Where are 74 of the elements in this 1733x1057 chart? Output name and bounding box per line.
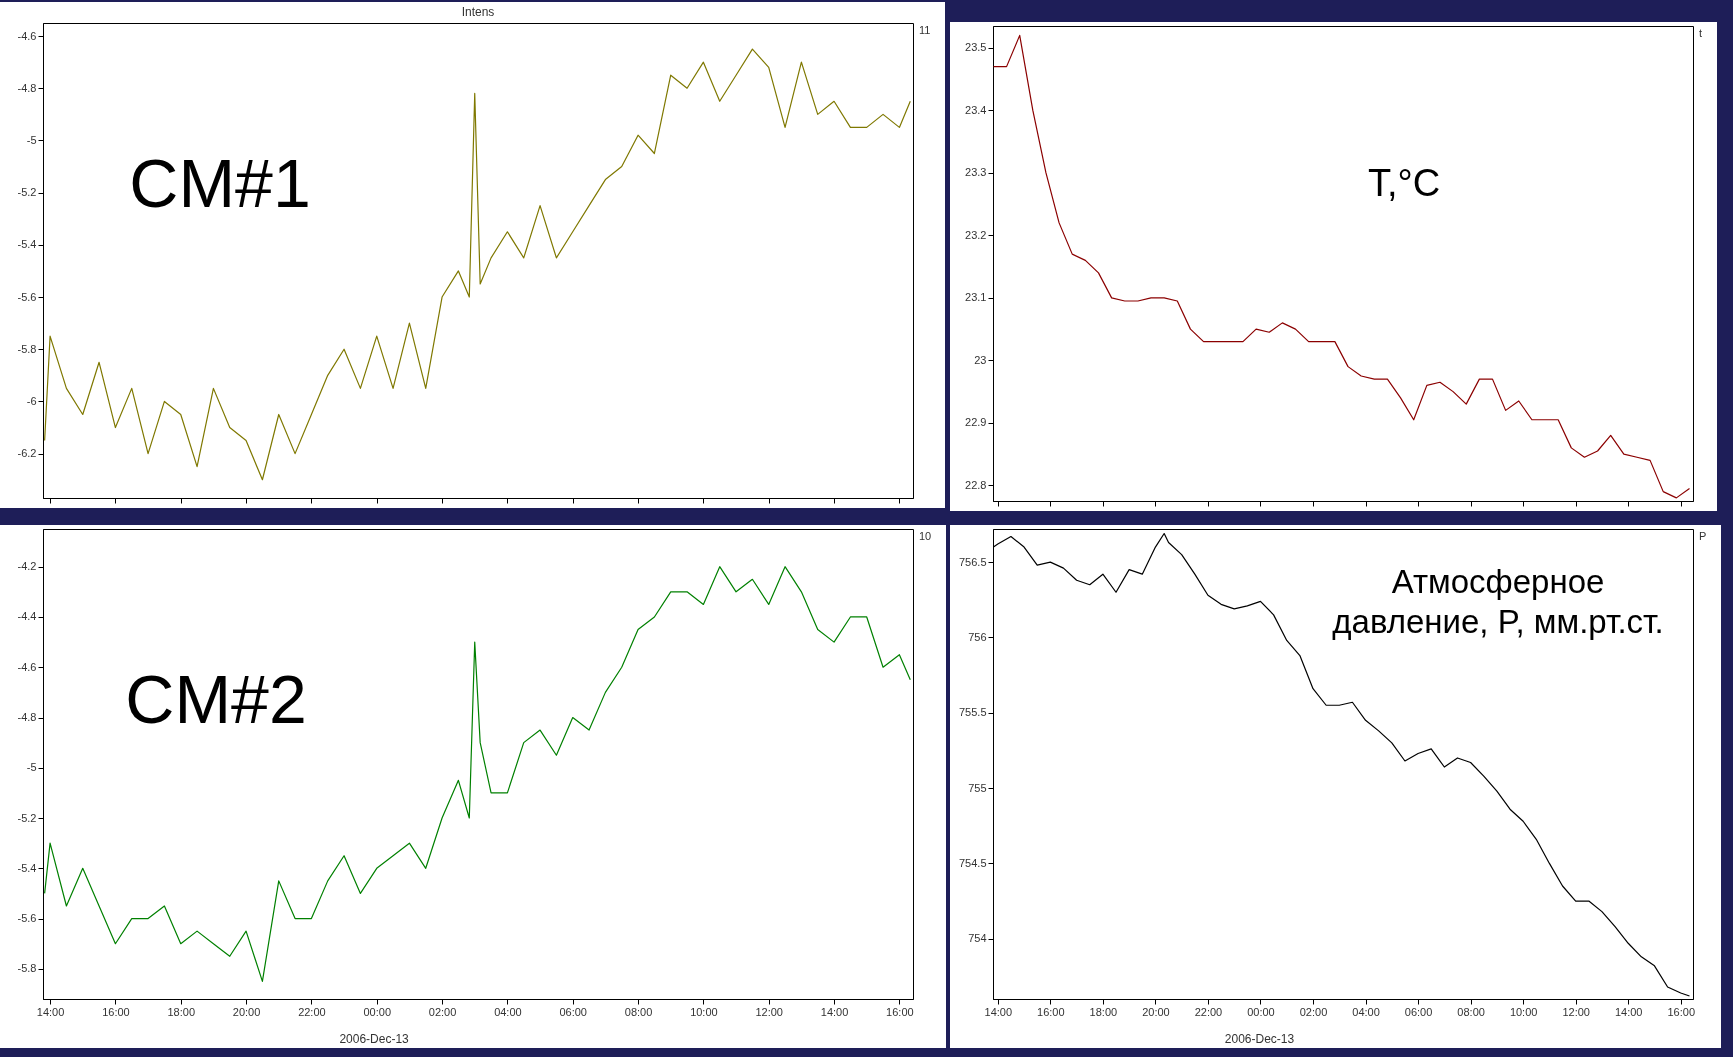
x-tick-label: 08:00: [1457, 1005, 1485, 1018]
annotation: CM#1: [129, 145, 311, 221]
text: 11: [919, 24, 931, 36]
x-tick-label: 22:00: [1194, 1005, 1223, 1018]
x-tick-label: 00:00: [1247, 1005, 1275, 1018]
y-tick-label: -5.8: [17, 342, 37, 355]
x-tick-label: 16:00: [1037, 1005, 1065, 1018]
x-tick-label: 02:00: [428, 1005, 457, 1018]
x-tick-label: 14:00: [1614, 1005, 1643, 1018]
y-tick-label: 23.2: [965, 228, 987, 241]
y-tick-label: -6.2: [17, 447, 37, 460]
x-tick-label: 14:00: [36, 1005, 65, 1018]
y-tick-label: -5.6: [17, 290, 37, 303]
y-tick-label: 22.8: [965, 478, 987, 491]
y-tick-label: -5: [26, 761, 37, 774]
y-tick-label: -5.6: [17, 912, 37, 925]
x-tick-label: 16:00: [886, 1005, 914, 1018]
line-series: [993, 532, 1691, 997]
x-tick-label: 16:00: [1667, 1005, 1696, 1018]
y-tick-label: -4.8: [17, 711, 37, 723]
x-tick-label: 04:00: [1352, 1005, 1380, 1018]
x-tick-label: 10:00: [690, 1005, 718, 1018]
y-tick-label: 22.9: [965, 416, 987, 429]
x-tick-label: 14:00: [820, 1005, 849, 1018]
x-tick-label: 18:00: [167, 1005, 196, 1018]
y-tick-label: -5.4: [17, 238, 37, 251]
x-tick-label: 18:00: [1089, 1005, 1118, 1018]
x-axis-title: 2006-Dec-13: [1224, 1031, 1295, 1046]
y-tick-label: 756.5: [958, 555, 987, 568]
y-tick-label: 23.3: [965, 166, 987, 179]
x-tick-label: 20:00: [232, 1005, 261, 1018]
y-tick-label: -4.6: [17, 660, 37, 673]
text: P: [1699, 530, 1707, 542]
text: 10: [919, 530, 932, 542]
x-tick-label: 12:00: [1562, 1005, 1590, 1018]
y-tick-label: 23.4: [965, 103, 987, 116]
x-tick-label: 16:00: [102, 1005, 130, 1018]
y-tick-label: 755: [968, 781, 987, 794]
y-tick-label: -4.6: [17, 29, 37, 42]
y-tick-label: 23: [974, 353, 987, 366]
annotation: Атмосферное давление, P, мм.рт.ст.: [1332, 563, 1664, 640]
y-tick-label: -6: [26, 394, 37, 407]
x-tick-label: 14:00: [984, 1005, 1013, 1018]
y-tick-label: 754: [968, 932, 987, 945]
x-tick-label: 22:00: [298, 1005, 326, 1018]
y-tick-label: -4.2: [17, 560, 37, 573]
line-series: [44, 48, 911, 481]
chart-title: Intens: [461, 5, 495, 19]
y-tick-label: 754.5: [958, 856, 987, 869]
x-tick-label: 20:00: [1142, 1005, 1170, 1018]
x-tick-label: 10:00: [1509, 1005, 1538, 1018]
y-tick-label: -5: [26, 133, 37, 146]
y-tick-label: -5.8: [17, 962, 37, 975]
y-tick-label: 756: [968, 630, 987, 643]
x-tick-label: 00:00: [363, 1005, 391, 1018]
y-tick-label: 755.5: [958, 706, 987, 719]
line-series: [44, 566, 911, 983]
annotation: T,°C: [1367, 162, 1441, 204]
y-tick-label: -4.4: [17, 610, 37, 623]
x-tick-label: 04:00: [494, 1005, 522, 1018]
y-tick-label: 23.1: [965, 291, 987, 304]
y-tick-label: -5.4: [17, 861, 37, 874]
y-tick-label: -5.2: [17, 186, 37, 199]
x-tick-label: 06:00: [1404, 1005, 1433, 1018]
x-tick-label: 08:00: [624, 1005, 653, 1018]
x-tick-label: 06:00: [559, 1005, 587, 1018]
annotation: CM#2: [125, 661, 307, 737]
x-tick-label: 02:00: [1299, 1005, 1328, 1018]
x-axis-title: 2006-Dec-13: [339, 1031, 410, 1046]
y-tick-label: 23.5: [965, 41, 987, 54]
text: t: [1699, 27, 1703, 39]
y-tick-label: -4.8: [17, 81, 37, 94]
x-tick-label: 12:00: [755, 1005, 783, 1018]
y-tick-label: -5.2: [17, 811, 37, 824]
